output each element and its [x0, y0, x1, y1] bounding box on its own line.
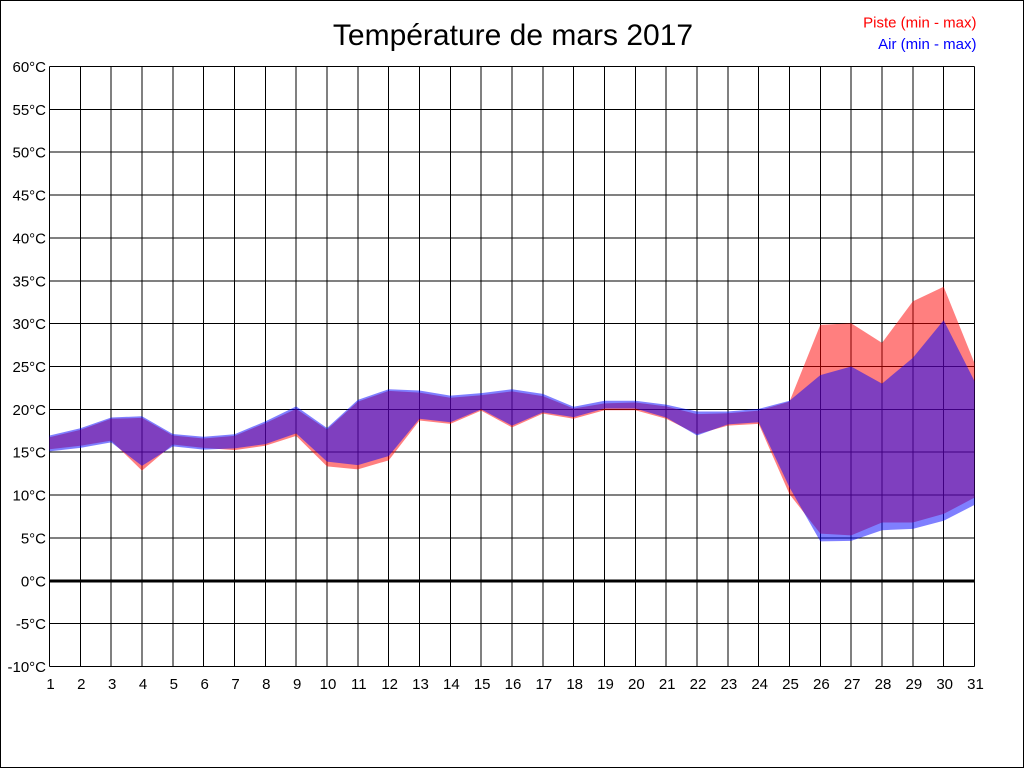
- svg-text:24: 24: [751, 676, 768, 693]
- svg-text:30: 30: [936, 676, 953, 693]
- svg-text:20: 20: [628, 676, 645, 693]
- svg-text:16: 16: [505, 676, 522, 693]
- svg-text:10°C: 10°C: [12, 488, 46, 505]
- svg-text:1: 1: [46, 676, 54, 693]
- svg-text:Température de mars 2017: Température de mars 2017: [333, 19, 693, 52]
- svg-text:0°C: 0°C: [21, 573, 46, 590]
- svg-text:40°C: 40°C: [12, 230, 46, 247]
- svg-text:13: 13: [412, 676, 429, 693]
- svg-text:5°C: 5°C: [21, 530, 46, 547]
- svg-text:22: 22: [690, 676, 707, 693]
- svg-text:25°C: 25°C: [12, 359, 46, 376]
- svg-text:17: 17: [535, 676, 552, 693]
- svg-text:21: 21: [659, 676, 676, 693]
- svg-text:20°C: 20°C: [12, 402, 46, 419]
- svg-text:55°C: 55°C: [12, 102, 46, 119]
- svg-text:9: 9: [293, 676, 301, 693]
- svg-text:60°C: 60°C: [12, 59, 46, 76]
- svg-text:50°C: 50°C: [12, 145, 46, 162]
- svg-text:11: 11: [351, 676, 367, 693]
- svg-text:5: 5: [170, 676, 178, 693]
- svg-text:14: 14: [443, 676, 460, 693]
- svg-text:6: 6: [200, 676, 208, 693]
- svg-text:7: 7: [231, 676, 239, 693]
- svg-text:31: 31: [967, 676, 984, 693]
- svg-text:45°C: 45°C: [12, 188, 46, 205]
- svg-text:12: 12: [381, 676, 398, 693]
- svg-text:25: 25: [782, 676, 799, 693]
- svg-text:29: 29: [905, 676, 922, 693]
- svg-text:-10°C: -10°C: [7, 659, 46, 676]
- svg-text:23: 23: [720, 676, 737, 693]
- svg-text:-5°C: -5°C: [16, 616, 46, 633]
- svg-text:2: 2: [77, 676, 85, 693]
- svg-text:15: 15: [474, 676, 491, 693]
- svg-text:18: 18: [566, 676, 583, 693]
- svg-text:4: 4: [139, 676, 147, 693]
- svg-text:Air (min - max): Air (min - max): [878, 36, 976, 53]
- svg-text:3: 3: [108, 676, 116, 693]
- svg-text:8: 8: [262, 676, 270, 693]
- svg-text:30°C: 30°C: [12, 316, 46, 333]
- svg-text:19: 19: [597, 676, 614, 693]
- svg-text:26: 26: [813, 676, 830, 693]
- svg-text:28: 28: [875, 676, 892, 693]
- svg-text:35°C: 35°C: [12, 273, 46, 290]
- svg-text:27: 27: [844, 676, 861, 693]
- svg-text:15°C: 15°C: [12, 445, 46, 462]
- svg-text:Piste (min - max): Piste (min - max): [863, 15, 976, 32]
- svg-text:10: 10: [320, 676, 337, 693]
